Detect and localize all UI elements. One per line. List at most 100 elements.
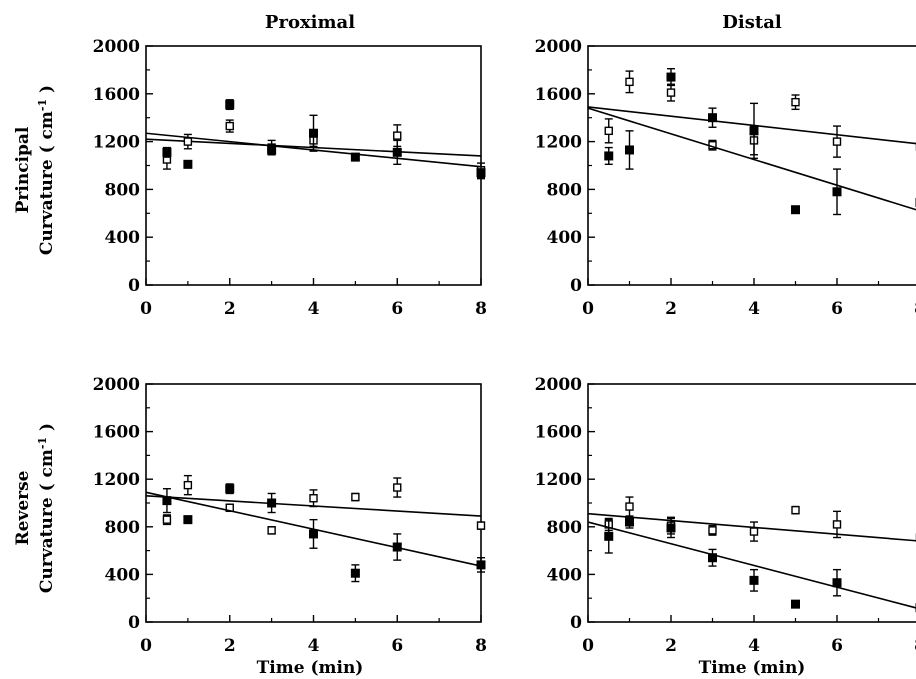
plot-data (587, 68, 916, 216)
data-point-filled (309, 529, 318, 539)
plot-frame (145, 45, 482, 286)
data-point-filled (749, 575, 759, 585)
data-point-filled (791, 205, 800, 215)
data-point-filled (625, 517, 634, 527)
data-point-open (267, 526, 276, 535)
data-point-open (832, 520, 842, 529)
y-tick-label: 2000 (93, 375, 140, 395)
panel-principal-proximal: 0 400 800 1200 1600 2000 0 2 4 6 8 (93, 37, 487, 319)
row-label-principal: Principal (13, 126, 33, 213)
y-axis-title-principal-suffix: ) (37, 85, 57, 99)
y-tick-label: 1600 (535, 85, 582, 105)
x-axis-title-right: Time (min) (699, 658, 806, 678)
data-point-filled (708, 553, 717, 563)
row-label-reverse-name: Reverse (13, 470, 33, 545)
y-tick-label: 800 (547, 180, 583, 200)
panel-principal-distal: 0 400 800 1200 1600 2000 0 2 4 6 8 (535, 37, 916, 319)
data-point-filled (225, 484, 235, 494)
y-tick-label: 400 (105, 565, 141, 585)
data-point-filled (183, 515, 193, 525)
data-point-filled (666, 523, 676, 533)
x-tick-label: 8 (475, 636, 487, 656)
data-point-open (708, 526, 717, 535)
data-point-filled (162, 496, 172, 506)
y-tick-label: 2000 (535, 37, 582, 57)
y-tick-label: 800 (547, 518, 583, 538)
y-tick-label: 1600 (93, 423, 140, 443)
y-tick-label: 1600 (535, 423, 582, 443)
data-point-filled (183, 159, 193, 169)
data-point-open (183, 480, 193, 490)
data-point-open (666, 88, 676, 97)
y-tick-label: 2000 (93, 37, 140, 57)
data-point-open (476, 521, 486, 530)
y-tick-label: 800 (105, 180, 141, 200)
panel-reverse-proximal: 0 400 800 1200 1600 2000 0 2 4 6 8 (93, 375, 487, 656)
x-tick-label: 2 (224, 299, 236, 319)
y-tick-label: 1200 (535, 133, 582, 153)
y-tick-label: 400 (105, 228, 141, 248)
x-axis-title-left: Time (min) (257, 658, 364, 678)
panel-reverse-distal: 0 400 800 1200 1600 2000 0 2 4 6 8 (535, 375, 916, 656)
y-axis-title-principal-prefix: Curvature ( cm (37, 111, 57, 255)
data-point-filled (625, 145, 634, 155)
data-point-filled (267, 145, 277, 155)
data-point-open (393, 131, 402, 140)
x-tick-label: 2 (665, 636, 677, 656)
data-point-open (791, 505, 800, 515)
row-label-principal-name: Principal (13, 126, 33, 213)
x-tick-label: 4 (748, 636, 760, 656)
data-point-filled (476, 168, 486, 178)
x-tick-label: 8 (914, 636, 916, 656)
data-point-filled (392, 542, 402, 552)
data-point-filled (267, 498, 277, 508)
x-tick-label: 8 (475, 299, 487, 319)
data-point-open (183, 137, 193, 146)
plot-data (145, 99, 486, 180)
data-point-filled (832, 187, 842, 197)
data-point-open (162, 515, 172, 524)
y-tick-label: 1200 (93, 133, 140, 153)
x-tick-label: 6 (391, 299, 403, 319)
data-point-filled (666, 72, 676, 82)
x-tick-label: 4 (308, 299, 320, 319)
svg-text:Curvature ( cm-1 ): Curvature ( cm-1 ) (36, 423, 58, 593)
data-point-filled (476, 560, 486, 570)
data-point-filled (604, 151, 614, 161)
data-point-filled (309, 128, 318, 138)
data-point-filled (162, 147, 172, 157)
data-point-open (351, 492, 360, 502)
row-label-reverse: Reverse (13, 470, 33, 545)
plot-data (145, 474, 486, 583)
x-tick-label: 0 (140, 299, 152, 319)
data-point-filled (350, 152, 360, 162)
plot-data (587, 496, 916, 613)
data-point-filled (832, 578, 842, 588)
data-point-filled (749, 126, 759, 136)
x-tick-label: 0 (582, 636, 594, 656)
y-tick-label: 2000 (535, 375, 582, 395)
y-tick-label: 1200 (93, 470, 140, 490)
data-point-open (625, 77, 634, 87)
fit-line-filled (587, 521, 916, 609)
data-point-open (832, 137, 842, 146)
data-point-filled (708, 113, 717, 123)
y-tick-label: 0 (570, 613, 582, 633)
data-point-open (625, 502, 634, 511)
y-tick-label: 0 (128, 613, 140, 633)
y-tick-label: 400 (547, 228, 583, 248)
y-axis-title-principal: Curvature ( cm-1 ) (36, 85, 58, 255)
data-point-filled (350, 568, 360, 578)
y-axis-title-principal-exp: -1 (36, 99, 49, 111)
data-point-filled (225, 100, 235, 110)
column-title-proximal: Proximal (265, 12, 355, 33)
y-tick-label: 400 (547, 565, 583, 585)
data-point-open (604, 126, 613, 136)
y-tick-label: 800 (105, 518, 141, 538)
x-tick-label: 0 (140, 636, 152, 656)
x-tick-label: 2 (665, 299, 677, 319)
data-point-filled (791, 599, 800, 609)
data-point-open (309, 494, 318, 503)
x-tick-label: 6 (391, 636, 403, 656)
